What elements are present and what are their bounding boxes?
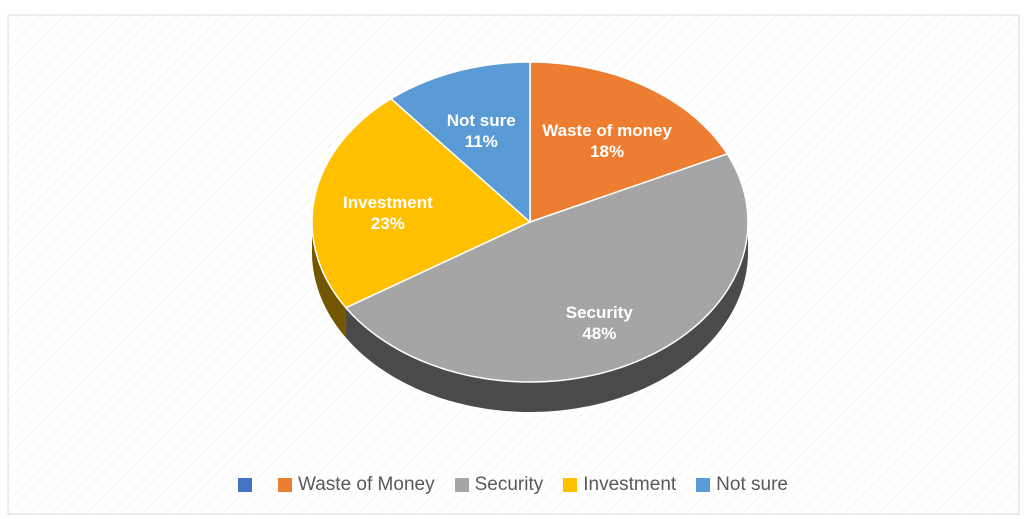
slice-value: 48% [582,323,617,343]
slice-name: Not sure [446,110,516,130]
slice [389,61,531,224]
legend-swatch [278,478,293,492]
slice-label: Waste of money 18% [542,120,672,162]
legend-item [238,474,253,496]
slice [344,152,749,383]
slice-label: Investment 23% [323,192,453,234]
slice [529,61,729,224]
slice-name: Waste of money [542,120,672,140]
slice-label: Security 48% [534,302,664,344]
legend-item: Security [454,474,544,496]
legend-item: Not sure [696,474,788,496]
slice-label: Not sure 11% [416,110,546,152]
legend-label: Waste of Money [298,474,435,495]
slice-name: Security [565,302,633,322]
legend-swatch [454,478,469,492]
slice-side [345,222,748,412]
pie [311,61,749,412]
legend-swatch [563,478,578,492]
slice-side [312,222,346,338]
legend-swatch [696,478,711,492]
legend-swatch [238,478,253,492]
slice-value: 23% [370,214,405,234]
slice-name: Investment [343,193,433,213]
legend-label: Investment [583,474,677,495]
slice [311,97,532,309]
legend: Waste of Money Security Investment Not sure [0,474,1026,496]
legend-label: Not sure [716,474,788,495]
slice-value: 11% [464,131,498,151]
slice-value: 18% [590,141,625,161]
legend-item: Waste of Money [278,474,435,496]
legend-item: Investment [563,474,676,496]
legend-label: Security [474,474,544,495]
